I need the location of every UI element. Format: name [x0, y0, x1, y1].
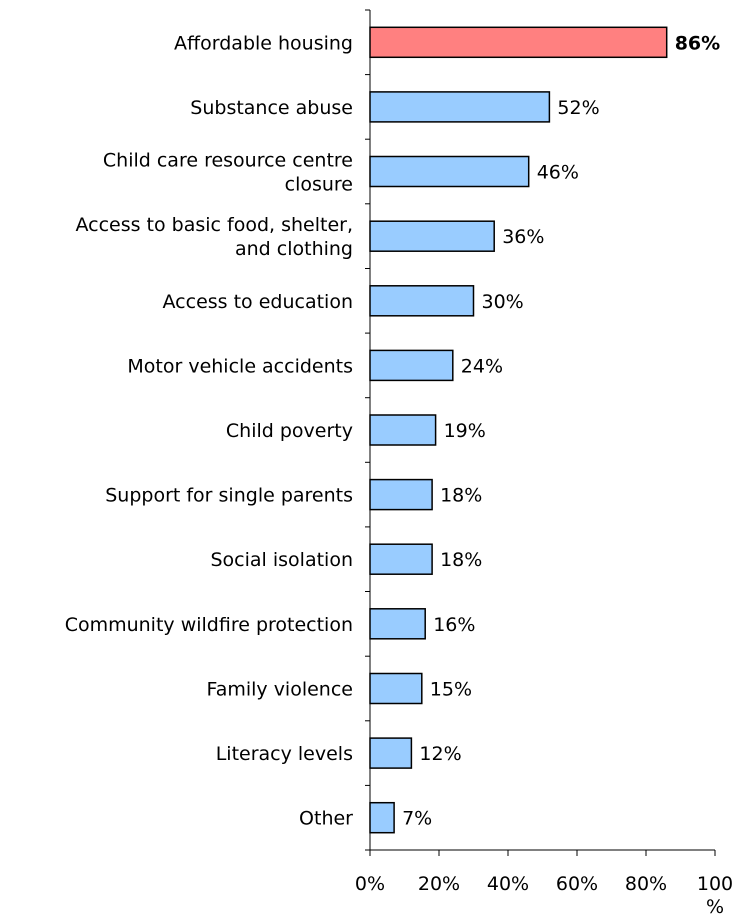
value-label-1: 52%	[557, 97, 599, 119]
bar-4	[369, 285, 475, 317]
bar-10	[369, 672, 423, 705]
bar-0	[369, 26, 668, 59]
value-label-7: 18%	[440, 485, 482, 507]
category-label-3-line-1: and clothing	[235, 238, 353, 260]
x-tick-label-2: 40%	[487, 873, 529, 895]
value-label-3: 36%	[502, 226, 544, 248]
bar-7	[369, 478, 433, 511]
category-label-0: Affordable housing	[174, 32, 353, 54]
category-label-1: Substance abuse	[190, 97, 353, 119]
value-label-10: 15%	[430, 679, 472, 701]
value-label-11: 12%	[419, 743, 461, 765]
value-label-12: 7%	[402, 808, 432, 830]
value-label-8: 18%	[440, 549, 482, 571]
value-label-5: 24%	[461, 355, 503, 377]
category-label-4: Access to education	[163, 291, 353, 313]
category-label-8: Social isolation	[211, 549, 354, 571]
category-label-10: Family violence	[207, 679, 353, 701]
x-tick-label-1: 20%	[418, 873, 460, 895]
x-tick-label-0: 0%	[355, 873, 385, 895]
bar-11	[369, 737, 413, 769]
value-label-4: 30%	[482, 291, 524, 313]
category-label-12: Other	[299, 808, 353, 830]
bar-3	[369, 220, 495, 252]
category-label-5: Motor vehicle accidents	[127, 355, 353, 377]
bar-12	[369, 801, 395, 834]
bar-8	[369, 543, 433, 575]
value-label-2: 46%	[537, 162, 579, 184]
category-label-2-line-0: Child care resource centre	[103, 150, 353, 172]
x-unit-label: %	[706, 896, 724, 917]
bar-5	[369, 349, 454, 382]
category-label-7: Support for single parents	[105, 485, 353, 507]
bar-9	[369, 608, 426, 640]
bar-6	[369, 414, 437, 446]
category-label-11: Literacy levels	[216, 743, 353, 765]
category-label-9: Community wildfire protection	[65, 614, 353, 636]
x-tick-label-3: 60%	[556, 873, 598, 895]
value-label-9: 16%	[433, 614, 475, 636]
value-label-6: 19%	[444, 420, 486, 442]
bar-2	[369, 155, 530, 188]
value-label-0: 86%	[675, 32, 720, 54]
category-label-6: Child poverty	[226, 420, 353, 442]
bar-1	[369, 91, 551, 123]
x-tick-label-5: 100	[697, 873, 733, 895]
x-tick-label-4: 80%	[625, 873, 667, 895]
category-label-3-line-0: Access to basic food, shelter,	[75, 214, 353, 236]
category-label-2-line-1: closure	[285, 174, 353, 196]
